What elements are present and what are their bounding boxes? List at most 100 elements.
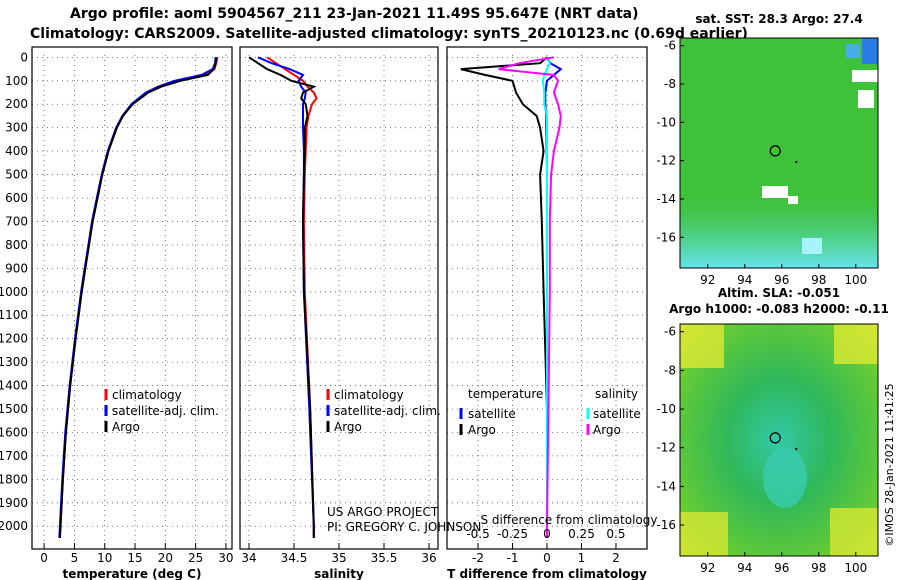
map-x-tick-label: 92	[700, 273, 715, 287]
map-x-tick-label: 98	[811, 273, 826, 287]
legend-label: satellite	[468, 407, 516, 421]
depth-tick-label: 1400	[0, 379, 28, 393]
legend-title-salinity: salinity	[595, 387, 638, 401]
map-y-tick-label: -8	[664, 363, 676, 377]
series-line-argo	[248, 56, 317, 538]
depth-tick-label: 1700	[0, 449, 28, 463]
map-x-tick-label: 96	[774, 273, 789, 287]
legend-label: Argo	[468, 423, 496, 437]
x-tick-label: 34	[241, 551, 256, 565]
top-tick-label: 0	[543, 527, 551, 541]
x-tick-label: 0	[40, 551, 48, 565]
float-position-circle	[769, 145, 781, 157]
x-tick-label: 5	[71, 551, 79, 565]
legend-title-temperature: temperature	[468, 387, 543, 401]
legend-difference: temperature salinity satellite Argo satellit…	[459, 387, 641, 437]
credit-imos: ©IMOS 28-Jan-2021 11:41:25	[883, 383, 896, 546]
x-tick-label: 25	[188, 551, 203, 565]
sst-map-image	[680, 38, 878, 268]
depth-tick-label: 1000	[0, 285, 28, 299]
series-line-s-argo	[498, 56, 562, 538]
legend-label: satellite	[593, 407, 641, 421]
map-y-tick-label: -10	[656, 115, 676, 129]
legend-temperature: climatology satellite-adj. clim. Argo	[104, 388, 219, 434]
credit-project: US ARGO PROJECT	[327, 505, 439, 519]
legend-label: satellite-adj. clim.	[334, 404, 441, 418]
legend-label: Argo	[334, 420, 362, 434]
map-y-tick-label: -12	[656, 441, 676, 455]
depth-tick-label: 1300	[0, 355, 28, 369]
x-tick-label: 2	[612, 551, 620, 565]
map-1: 92 94 96 98 100 -6 -8 -10 -12 -14 -16	[656, 323, 879, 575]
depth-tick-label: 1500	[0, 402, 28, 416]
legend-salinity: climatology satellite-adj. clim. Argo	[326, 388, 441, 434]
x-tick-label: -1	[507, 551, 519, 565]
depth-tick-label: 1900	[0, 496, 28, 510]
x-tick-label: 36	[421, 551, 436, 565]
top-axis-label: S difference from climatology	[481, 513, 658, 527]
x-tick-label: -2	[472, 551, 484, 565]
map-y-tick-label: -14	[656, 479, 676, 493]
map-x-tick-label: 100	[844, 273, 867, 287]
profile-panel-1: 34 34.5 35 35.5 36 salinity	[239, 46, 439, 580]
series-line-t-argo	[460, 56, 548, 538]
top-tick-label: -0.5	[466, 527, 489, 541]
x-tick-label: 20	[158, 551, 173, 565]
depth-tick-label: 500	[5, 168, 28, 182]
map-y-tick-label: -12	[656, 154, 676, 168]
depth-tick-label: 800	[5, 238, 28, 252]
float-track-dot	[795, 447, 798, 450]
map-x-tick-label: 94	[737, 561, 752, 575]
x-tick-label: 1	[578, 551, 586, 565]
map-x-tick-label: 96	[774, 561, 789, 575]
depth-tick-label: 1200	[0, 332, 28, 346]
depth-tick-label: 400	[5, 144, 28, 158]
x-tick-label: 15	[127, 551, 142, 565]
float-position-circle	[769, 432, 781, 444]
depth-tick-label: 700	[5, 214, 28, 228]
map-x-tick-label: 92	[700, 561, 715, 575]
legend-label: climatology	[334, 388, 404, 402]
map-y-tick-label: -16	[656, 518, 676, 532]
map-x-tick-label: 94	[737, 273, 752, 287]
sla-map-title: Altim. SLA: -0.051	[718, 286, 840, 300]
depth-tick-label: 200	[5, 97, 28, 111]
top-tick-label: 0.5	[606, 527, 625, 541]
map-y-tick-label: -14	[656, 192, 676, 206]
map-y-tick-label: -8	[664, 77, 676, 91]
map-0: 92 94 96 98 100 -6 -8 -10 -12 -14 -16	[656, 37, 879, 287]
credit-pi: PI: GREGORY C. JOHNSON	[327, 520, 481, 534]
legend-label: Argo	[593, 423, 621, 437]
x-tick-label: 34.5	[281, 551, 308, 565]
x-tick-label: 35	[331, 551, 346, 565]
depth-tick-label: 1800	[0, 472, 28, 486]
top-tick-label: 0.25	[568, 527, 595, 541]
sst-map-title-text: sat. SST: 28.3 Argo: 27.4	[695, 12, 862, 26]
depth-tick-label: 600	[5, 191, 28, 205]
profile-panel-2: -0.5 -0.25 0 0.25 0.5S difference from clima…	[446, 46, 658, 580]
x-tick-label: 0	[543, 551, 551, 565]
x-tick-label: 30	[218, 551, 233, 565]
top-tick-label: -0.25	[497, 527, 528, 541]
series-line-s-satellite	[541, 56, 551, 538]
panel-frame	[31, 46, 233, 550]
x-tick-label: 10	[97, 551, 112, 565]
legend-label: satellite-adj. clim.	[112, 404, 219, 418]
x-axis-label: temperature (deg C)	[63, 567, 202, 580]
x-tick-label: 35.5	[371, 551, 398, 565]
depth-tick-label: 2000	[0, 519, 28, 533]
map-x-tick-label: 98	[811, 561, 826, 575]
depth-tick-label: 0	[20, 50, 28, 64]
x-axis-label: T difference from climatology	[447, 567, 647, 580]
map-frame	[679, 37, 879, 269]
depth-tick-label: 900	[5, 261, 28, 275]
title-line-2: Climatology: CARS2009. Satellite-adjuste…	[30, 26, 748, 42]
float-track-dot	[795, 160, 798, 163]
x-axis-label: salinity	[314, 567, 364, 580]
map-y-tick-label: -6	[664, 39, 676, 53]
legend-label: climatology	[112, 388, 182, 402]
map-frame	[679, 323, 879, 557]
series-line-climatology	[58, 57, 219, 539]
title-line-1: Argo profile: aoml 5904567_211 23-Jan-20…	[70, 6, 639, 22]
